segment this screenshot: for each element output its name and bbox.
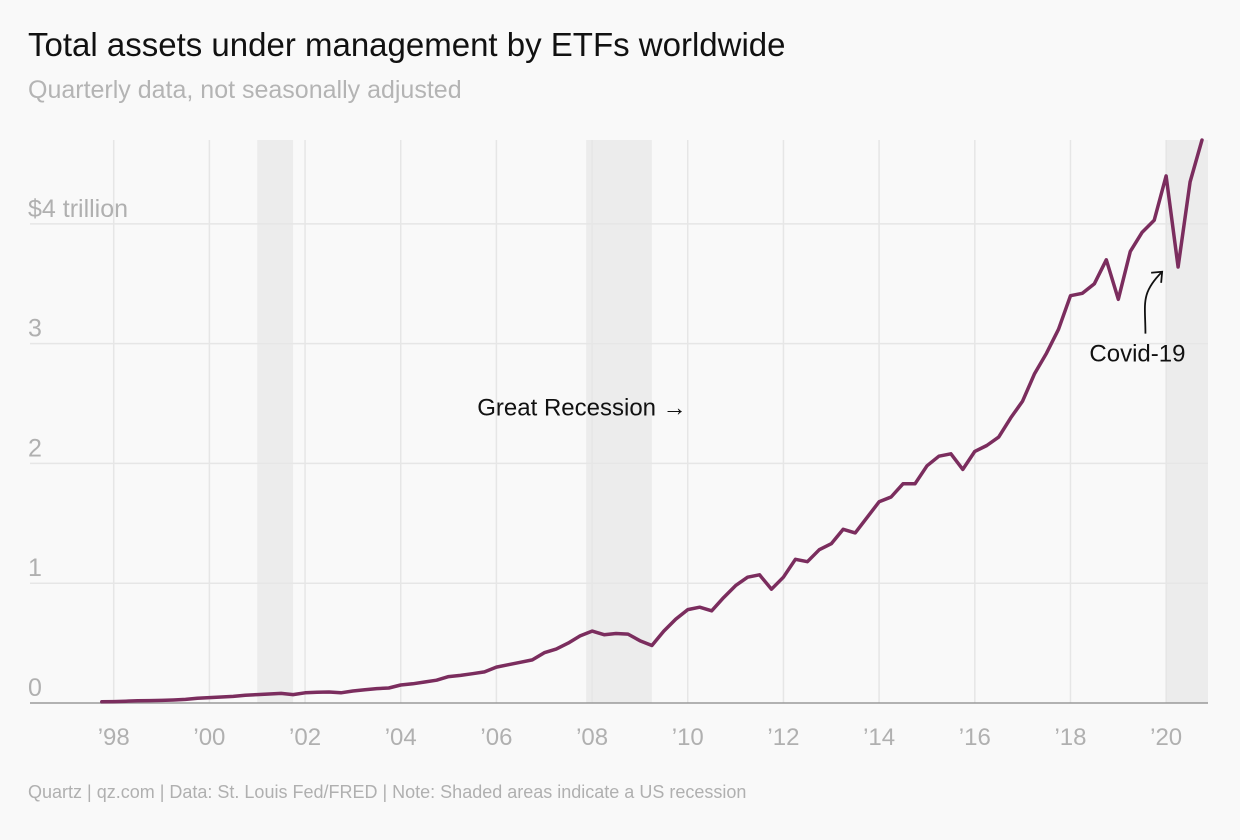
y-tick-label: 2 (28, 434, 42, 462)
x-tick-label: ’18 (1054, 724, 1086, 751)
source-note: Quartz | qz.com | Data: St. Louis Fed/FR… (28, 782, 747, 802)
x-tick-label: ’04 (385, 724, 417, 751)
x-tick-label: ’12 (767, 724, 799, 751)
x-tick-label: ’08 (576, 724, 608, 751)
x-tick-label: ’14 (863, 724, 895, 751)
x-tick-label: ’06 (480, 724, 512, 751)
y-tick-label: 3 (28, 315, 42, 343)
annotation-covid-arrow (1143, 271, 1163, 334)
chart-subtitle: Quarterly data, not seasonally adjusted (28, 76, 462, 104)
annotations: Great Recession → Covid-19 (477, 270, 1185, 422)
annotation-great-recession-label: Great Recession → (477, 395, 686, 422)
y-tick-label: 1 (28, 554, 42, 582)
chart-title: Total assets under management by ETFs wo… (28, 26, 786, 63)
recession-band-1 (586, 140, 652, 703)
y-tick-label: $4 trillion (28, 195, 128, 223)
recession-bands (257, 140, 1208, 703)
x-tick-label: ’16 (959, 724, 991, 751)
y-tick-label: 0 (28, 674, 42, 702)
annotation-covid-label: Covid-19 (1089, 341, 1185, 368)
axes: 0 1 2 3 $4 trillion ’98 ’00 ’02 ’04 ’06 ’08 ’10 ’12 ’… (28, 195, 1208, 751)
annotation-covid-arrowhead (1151, 270, 1164, 283)
x-tick-label: ’98 (98, 724, 130, 751)
x-tick-label: ’10 (672, 724, 704, 751)
series-lines (100, 138, 1204, 704)
x-tick-label: ’20 (1150, 724, 1182, 751)
x-tick-label: ’02 (289, 724, 321, 751)
series-line (100, 138, 1204, 704)
recession-band-0 (257, 140, 294, 703)
x-tick-label: ’00 (193, 724, 225, 751)
